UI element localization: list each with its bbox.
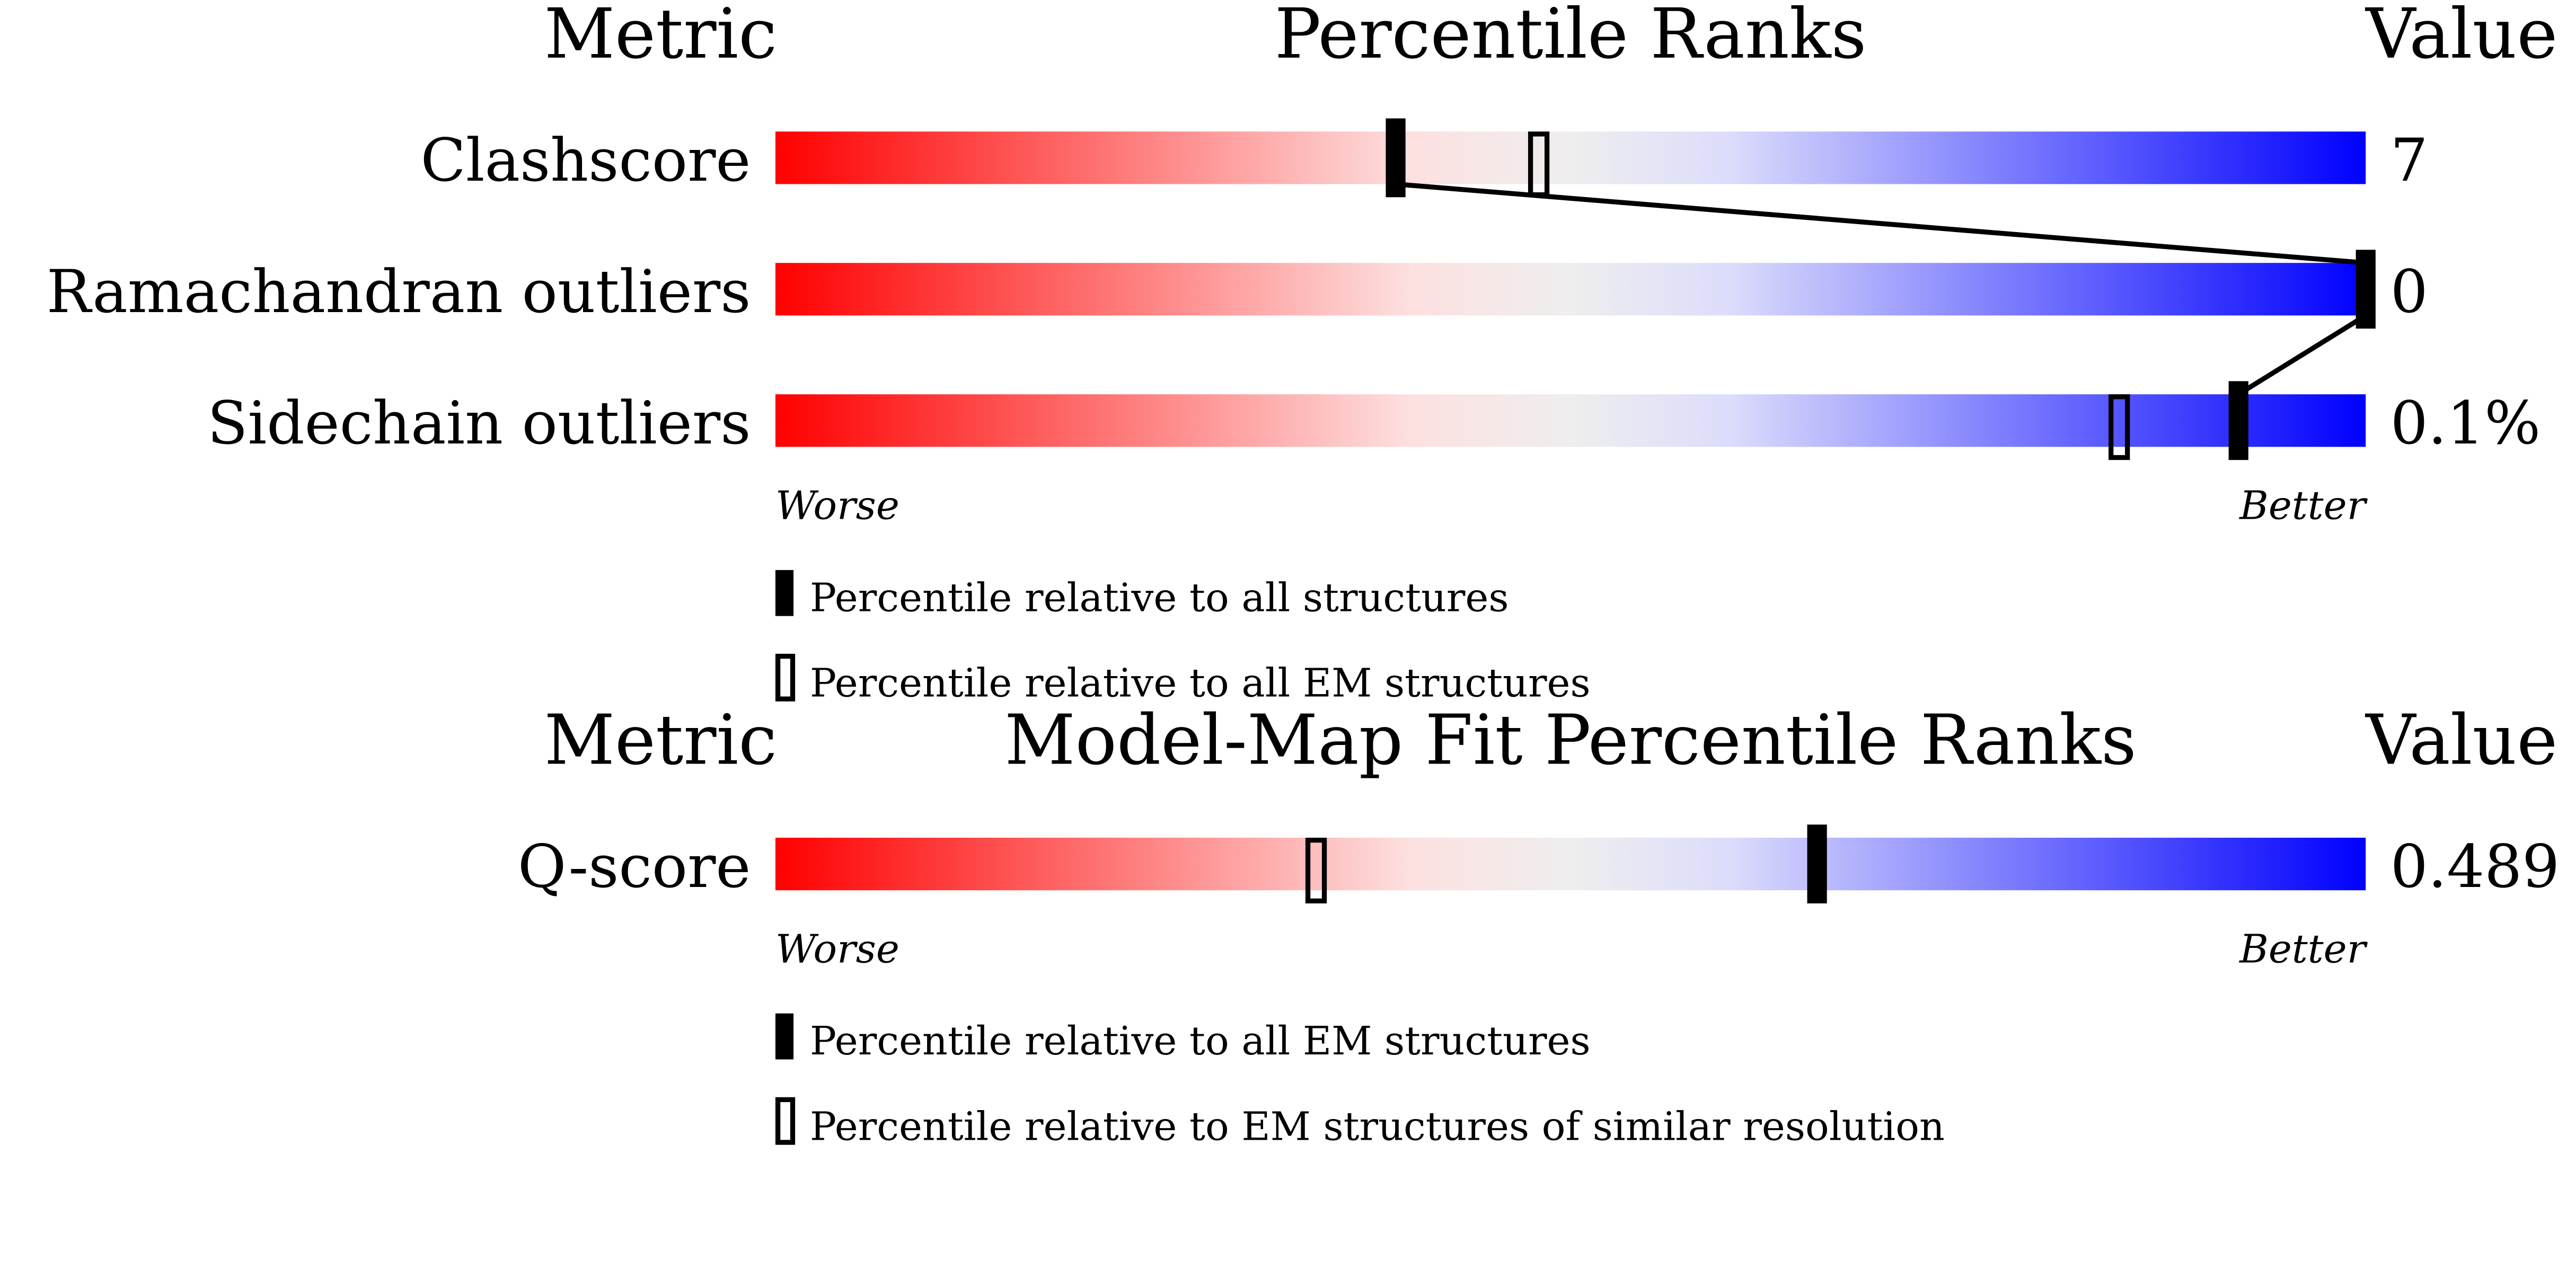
legend-filled-icon (775, 570, 794, 616)
header-metric: Metric (544, 0, 777, 74)
metric-value: 0.1% (2390, 389, 2540, 458)
metric-value: 0 (2390, 258, 2428, 326)
marker-filled-percentile (1807, 824, 1827, 904)
percentile-bar (775, 394, 2366, 447)
header-title: Percentile Ranks (1275, 0, 1867, 74)
marker-open-percentile (1305, 838, 1327, 904)
metric-label: Sidechain outliers (207, 389, 751, 458)
header-value: Value (2365, 0, 2557, 74)
metric-value: 7 (2390, 126, 2428, 195)
percentile-bar (775, 131, 2366, 184)
percentile-bar (775, 263, 2366, 316)
marker-filled-percentile (2228, 381, 2248, 460)
legend-filled-label: Percentile relative to all EM structures (810, 1018, 1591, 1064)
percentile-bar (775, 838, 2366, 891)
legend-filled-label: Percentile relative to all structures (810, 574, 1509, 620)
legend-open-icon (775, 653, 796, 702)
worse-label: Worse (775, 483, 899, 529)
metric-label: Q-score (518, 832, 751, 901)
connector-line (2237, 313, 2367, 397)
header-metric: Metric (544, 700, 777, 780)
header-value: Value (2365, 700, 2557, 780)
connector-line (1395, 181, 2366, 265)
legend-open-icon (775, 1097, 796, 1145)
legend-open-label: Percentile relative to all EM structures (810, 660, 1591, 706)
better-label: Better (2238, 483, 2368, 529)
metric-label: Clashscore (420, 126, 751, 195)
better-label: Better (2238, 926, 2368, 972)
metric-value: 0.489 (2390, 832, 2560, 901)
worse-label: Worse (775, 926, 899, 972)
marker-open-percentile (2109, 394, 2130, 460)
header-title: Model-Map Fit Percentile Ranks (1004, 700, 2137, 780)
metric-label: Ramachandran outliers (47, 258, 751, 326)
legend-open-label: Percentile relative to EM structures of … (810, 1103, 1945, 1149)
legend-filled-icon (775, 1013, 794, 1060)
